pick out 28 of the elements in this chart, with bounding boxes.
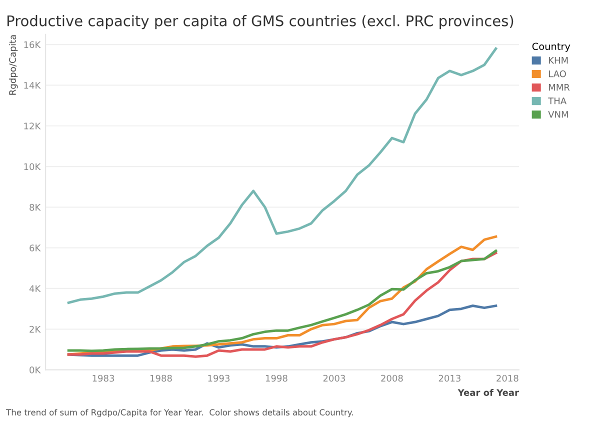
y-tick-label: 14K: [24, 82, 41, 89]
y-tick-label: 6K: [30, 244, 41, 252]
text: The trend of sum of Rgdpo/Capita for Year Year. Color shows details about Country.: [6, 409, 353, 418]
chart-title: Productive capacity per capita of GMS countries (excl. PRC provinces): [8, 15, 514, 30]
y-tick-label: 4K: [29, 285, 41, 292]
legend-title: Country: [532, 42, 570, 52]
x-tick-label: 2018: [496, 374, 518, 382]
y-tick-label: 8K: [30, 204, 41, 211]
x-tick-label: 2013: [438, 374, 460, 382]
y-tick-label: 12K: [24, 122, 41, 130]
x-tick-label: 1993: [208, 374, 230, 382]
legend-label: LAO: [548, 70, 566, 78]
x-tick-label: 2008: [381, 374, 403, 382]
x-axis-title: Year of Year: [458, 388, 519, 396]
y-tick-label: 0K: [30, 366, 41, 374]
y-tick-label: 10K: [24, 163, 41, 170]
y-axis-title: Rgdpo/Capita: [8, 35, 18, 95]
x-tick-label: 2003: [323, 374, 345, 382]
x-tick-label: 1988: [150, 374, 172, 382]
legend-label: VNM: [548, 111, 568, 118]
y-tick-label: 16K: [24, 41, 41, 48]
legend-label: THA: [548, 98, 566, 104]
y-tick-label: 2K: [30, 326, 41, 333]
legend-label: KHM: [548, 57, 568, 64]
line-series: [67, 47, 498, 304]
x-tick-label: 1983: [92, 374, 114, 382]
legend-label: MMR: [548, 84, 570, 91]
x-tick-label: 1998: [266, 374, 288, 382]
